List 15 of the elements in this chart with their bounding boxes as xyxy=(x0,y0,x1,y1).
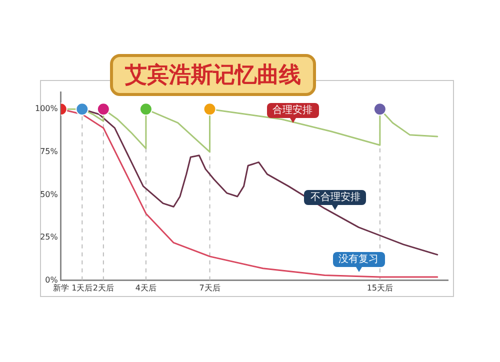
annotation: 没有复习 xyxy=(332,252,385,267)
y-tick-label: 25% xyxy=(40,232,58,242)
y-tick-label: 50% xyxy=(40,190,58,199)
x-tick-label: 1天后 xyxy=(72,283,93,292)
annotation: 不合理安排 xyxy=(304,190,366,205)
x-tick-label: 新学 xyxy=(52,283,69,292)
chart-title: 艾宾浩斯记忆曲线 xyxy=(110,54,316,96)
y-tick-label: 0% xyxy=(45,275,58,284)
y-tick-label: 100% xyxy=(34,104,58,114)
y-tick-label: 75% xyxy=(40,147,58,156)
x-tick-label: 7天后 xyxy=(199,283,220,292)
annotation: 合理安排 xyxy=(266,102,319,118)
x-tick-label: 2天后 xyxy=(92,283,114,292)
x-tick-label: 4天后 xyxy=(135,283,156,292)
x-tick-label: 15天后 xyxy=(366,283,394,292)
